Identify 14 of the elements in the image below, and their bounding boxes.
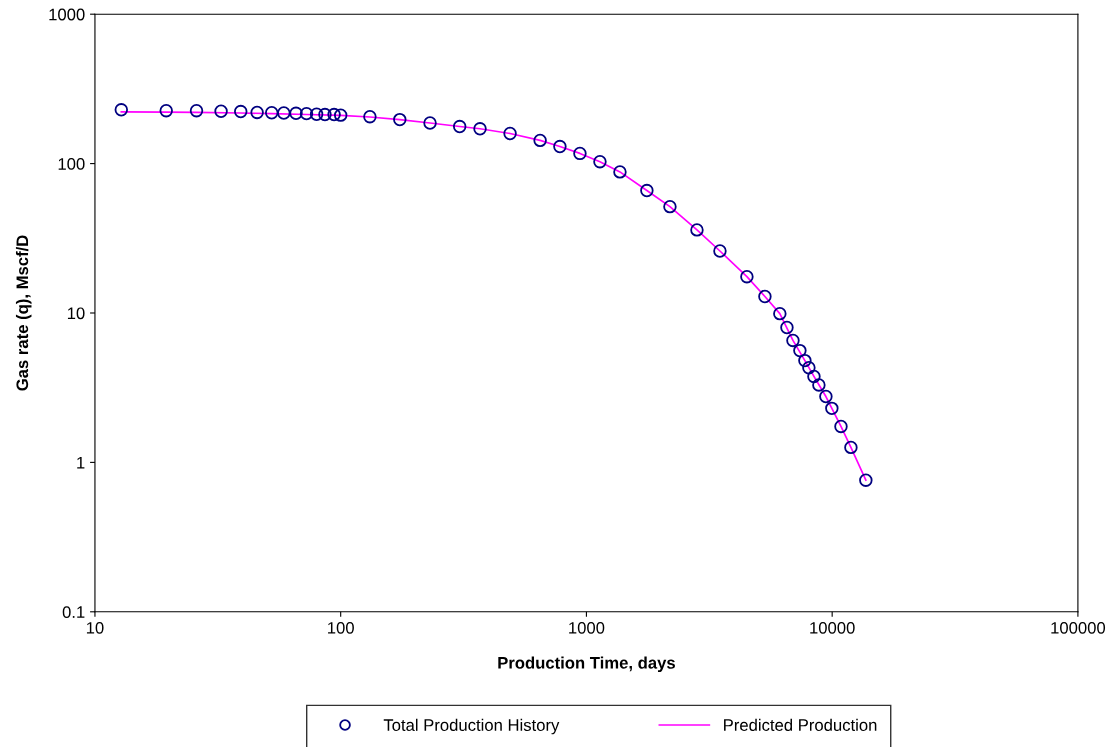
y-tick-label: 0.1 <box>62 606 85 618</box>
x-tick-label: 100 <box>328 621 354 634</box>
x-tick-label: 1000 <box>569 621 605 634</box>
x-tick-label: 100000 <box>1051 621 1106 634</box>
y-axis-title: Gas rate (q), Mscf/D <box>15 235 32 391</box>
x-axis-title: Production Time, days <box>498 656 675 673</box>
y-tick-label: 1000 <box>49 8 85 21</box>
x-tick-label: 10000 <box>810 621 855 634</box>
legend-label: Predicted Production <box>724 718 877 731</box>
y-tick-label: 1 <box>77 456 85 469</box>
legend-label: Total Production History <box>383 718 560 735</box>
y-tick-label: 100 <box>58 157 85 170</box>
y-tick-label: 10 <box>67 307 85 320</box>
x-tick-label: 10 <box>86 621 104 634</box>
